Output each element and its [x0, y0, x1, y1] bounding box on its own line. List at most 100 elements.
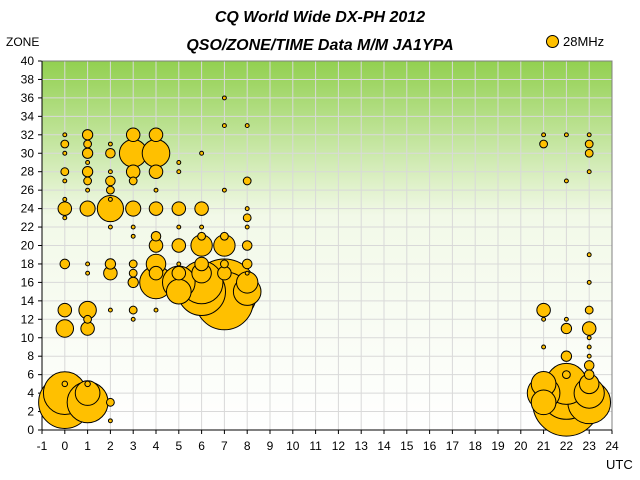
data-point: [586, 335, 592, 341]
y-tick-label: 10: [21, 331, 35, 345]
data-point: [541, 344, 547, 350]
data-point: [96, 195, 124, 223]
data-point: [128, 176, 138, 186]
data-point: [150, 230, 162, 242]
x-tick-label: 16: [423, 439, 437, 453]
data-point: [171, 265, 187, 281]
data-point: [584, 139, 594, 149]
x-tick-label: 14: [377, 439, 391, 453]
data-point: [194, 201, 209, 216]
data-point: [244, 206, 250, 212]
data-point: [171, 201, 187, 216]
data-point: [125, 200, 142, 217]
data-point: [583, 369, 595, 380]
x-tick-label: 21: [537, 439, 551, 453]
data-point: [148, 164, 164, 179]
x-tick-label: 12: [332, 439, 346, 453]
data-point: [79, 200, 96, 217]
y-tick-label: 0: [27, 423, 34, 437]
x-tick-label: 6: [198, 439, 205, 453]
data-point: [125, 164, 141, 179]
data-point: [83, 176, 92, 186]
data-point: [148, 265, 164, 281]
x-tick-label: 24: [605, 439, 619, 453]
data-point: [199, 150, 205, 156]
data-point: [83, 139, 92, 149]
data-point: [62, 132, 68, 138]
data-point: [57, 302, 73, 318]
data-point: [530, 389, 557, 416]
y-tick-label: 28: [21, 165, 35, 179]
data-point: [586, 279, 592, 285]
data-point: [61, 380, 69, 388]
data-point: [107, 418, 113, 424]
data-point: [85, 261, 91, 267]
y-tick-label: 36: [21, 91, 35, 105]
y-tick-label: 40: [21, 54, 35, 68]
data-point: [153, 187, 159, 193]
data-point: [59, 258, 71, 270]
data-point: [581, 321, 597, 336]
data-point: [536, 302, 551, 318]
x-tick-label: 20: [514, 439, 528, 453]
y-tick-label: 38: [21, 72, 35, 86]
y-tick-label: 20: [21, 239, 35, 253]
data-point: [176, 261, 182, 267]
x-tick-label: 23: [583, 439, 597, 453]
data-point: [563, 178, 569, 184]
y-tick-label: 24: [21, 202, 35, 216]
axes: [38, 60, 613, 434]
y-axis-label: ZONE: [6, 35, 40, 49]
data-point: [60, 139, 70, 149]
data-point: [128, 268, 138, 278]
data-point: [242, 213, 252, 223]
x-tick-labels: -1 0 1 2 3 4 5 6 7 8 9 10 11 12 13 14 15 16 17 18 19 20 21 22 23…: [37, 439, 619, 453]
data-point: [81, 166, 94, 178]
data-point: [217, 265, 232, 281]
data-point: [62, 150, 68, 156]
data-point: [104, 258, 117, 270]
x-tick-label: 18: [469, 439, 483, 453]
y-tick-label: 16: [21, 275, 35, 289]
data-point: [83, 314, 92, 324]
data-point: [107, 169, 113, 175]
data-point: [106, 397, 115, 407]
data-point: [130, 224, 136, 230]
x-tick-label: 8: [244, 439, 251, 453]
x-tick-label: 17: [446, 439, 460, 453]
series-28mhz-points: [38, 95, 612, 437]
data-point: [62, 215, 68, 221]
y-tick-label: 32: [21, 128, 35, 142]
data-point: [244, 270, 250, 276]
data-point: [176, 224, 182, 230]
data-point: [586, 344, 592, 350]
data-point: [560, 322, 573, 335]
data-point: [586, 353, 592, 359]
data-point: [221, 95, 227, 101]
legend-label: 28MHz: [563, 34, 605, 49]
x-tick-label: 15: [400, 439, 414, 453]
data-point: [583, 360, 595, 371]
y-tick-label: 14: [21, 294, 35, 308]
data-point: [244, 224, 250, 230]
data-point: [153, 307, 159, 313]
data-point: [241, 240, 253, 251]
y-tick-label: 22: [21, 220, 35, 234]
data-point: [584, 148, 594, 158]
data-point: [85, 160, 91, 165]
x-axis-label: UTC: [606, 457, 633, 472]
y-tick-label: 30: [21, 146, 35, 160]
data-point: [586, 169, 592, 175]
data-point: [107, 307, 113, 313]
y-tick-label: 2: [27, 405, 34, 419]
data-point: [57, 201, 73, 216]
data-point: [563, 316, 569, 322]
data-point: [539, 139, 548, 149]
x-tick-label: 10: [286, 439, 300, 453]
data-point: [220, 259, 229, 269]
y-tick-label: 34: [21, 109, 35, 123]
data-point: [125, 127, 141, 143]
